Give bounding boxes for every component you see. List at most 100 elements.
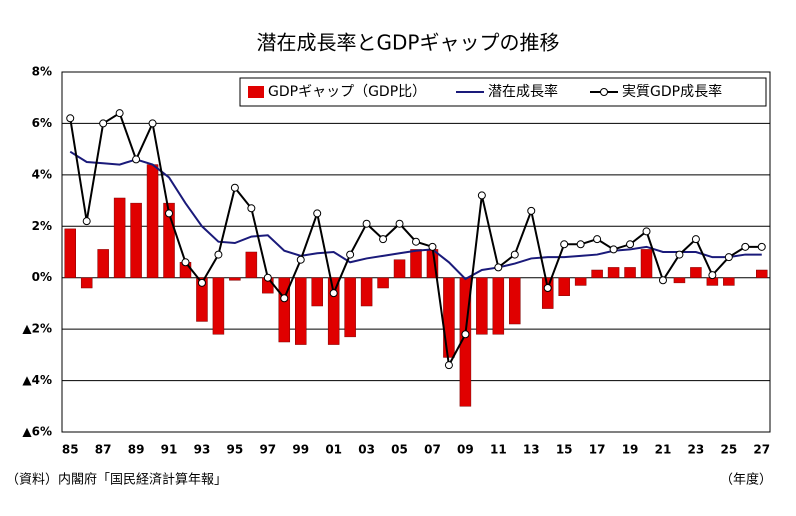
- bar: [393, 259, 406, 278]
- bar: [97, 249, 109, 278]
- bar: [229, 277, 241, 281]
- bar: [410, 249, 422, 278]
- x-tick-label: 95: [227, 443, 244, 457]
- marker: [280, 294, 289, 303]
- marker: [132, 155, 141, 164]
- x-tick-label: 25: [720, 443, 737, 457]
- bar: [756, 269, 768, 278]
- x-tick-label: 09: [457, 443, 474, 457]
- bar: [624, 267, 636, 278]
- x-tick-label: 23: [688, 443, 705, 457]
- y-tick-label: ▲6%: [22, 425, 52, 439]
- bar: [591, 269, 603, 278]
- bar: [574, 277, 587, 286]
- marker: [576, 240, 585, 249]
- marker: [642, 227, 651, 236]
- marker: [296, 255, 305, 264]
- marker: [609, 245, 618, 254]
- marker: [691, 235, 700, 244]
- bar: [327, 277, 340, 345]
- marker: [263, 273, 272, 282]
- line: [69, 150, 762, 281]
- bar: [492, 277, 505, 335]
- x-unit: （年度）: [720, 472, 772, 488]
- bar: [294, 277, 307, 345]
- marker: [560, 240, 569, 249]
- bar: [723, 277, 735, 286]
- bar: [64, 228, 76, 278]
- marker: [395, 219, 404, 228]
- y-tick-label: 0%: [32, 270, 52, 284]
- y-tick-label: ▲2%: [22, 322, 52, 336]
- y-tick-label: 2%: [32, 219, 52, 233]
- x-tick-label: 03: [358, 443, 375, 457]
- x-tick-label: 01: [325, 443, 342, 457]
- x-tick-label: 93: [194, 443, 211, 457]
- marker: [412, 237, 420, 246]
- marker: [741, 242, 750, 251]
- chart-title: 潜在成長率とGDPギャップの推移: [257, 31, 560, 55]
- bar: [476, 277, 488, 335]
- marker: [115, 109, 124, 118]
- x-tick-label: 13: [523, 443, 540, 457]
- marker: [82, 217, 91, 226]
- bar: [640, 249, 653, 278]
- bar: [311, 277, 323, 307]
- marker: [99, 119, 108, 128]
- legend-box: [239, 77, 767, 107]
- bar: [509, 277, 521, 325]
- marker: [593, 235, 602, 244]
- marker: [675, 250, 684, 259]
- marker: [510, 250, 519, 259]
- x-tick-label: 91: [161, 443, 178, 457]
- bar: [607, 267, 620, 278]
- marker: [626, 240, 635, 249]
- bar: [673, 277, 686, 284]
- marker: [494, 263, 503, 272]
- source-note: （資料）内閣府「国民経済計算年報」: [6, 472, 227, 488]
- bar: [163, 202, 175, 278]
- bar: [541, 277, 554, 309]
- marker: [230, 183, 239, 192]
- x-tick-label: 99: [292, 443, 309, 457]
- legend-marker: [600, 88, 608, 96]
- bar: [344, 277, 356, 338]
- legend-label: 実質GDP成長率: [622, 83, 722, 100]
- legend-swatch: [248, 86, 264, 98]
- bar: [80, 277, 93, 289]
- marker: [181, 258, 190, 267]
- marker: [757, 242, 766, 251]
- x-tick-label: 19: [622, 443, 639, 457]
- x-tick-label: 21: [655, 443, 672, 457]
- y-tick-label: 4%: [32, 167, 52, 181]
- x-tick-label: 11: [490, 443, 507, 457]
- x-tick-label: 27: [753, 443, 770, 457]
- bar: [212, 277, 225, 335]
- x-tick-label: 89: [128, 443, 145, 457]
- x-tick-label: 87: [95, 443, 112, 457]
- marker: [708, 271, 717, 280]
- bar: [558, 277, 570, 296]
- marker: [477, 191, 486, 200]
- x-tick-label: 07: [424, 443, 441, 457]
- x-tick-label: 17: [589, 443, 606, 457]
- bar: [443, 277, 455, 358]
- marker: [165, 209, 174, 218]
- bar: [278, 277, 291, 343]
- marker: [379, 235, 388, 244]
- marker: [428, 242, 437, 251]
- bar: [196, 277, 208, 322]
- marker: [313, 209, 322, 218]
- bar: [360, 277, 373, 307]
- marker: [724, 253, 733, 262]
- marker: [66, 114, 75, 123]
- legend-label: GDPギャップ（GDP比）: [268, 84, 426, 100]
- marker: [362, 219, 371, 228]
- legend-label: 潜在成長率: [488, 83, 558, 100]
- marker: [461, 330, 470, 339]
- x-tick-label: 97: [259, 443, 276, 457]
- bar: [130, 202, 142, 278]
- marker: [214, 250, 223, 259]
- bar: [113, 197, 126, 278]
